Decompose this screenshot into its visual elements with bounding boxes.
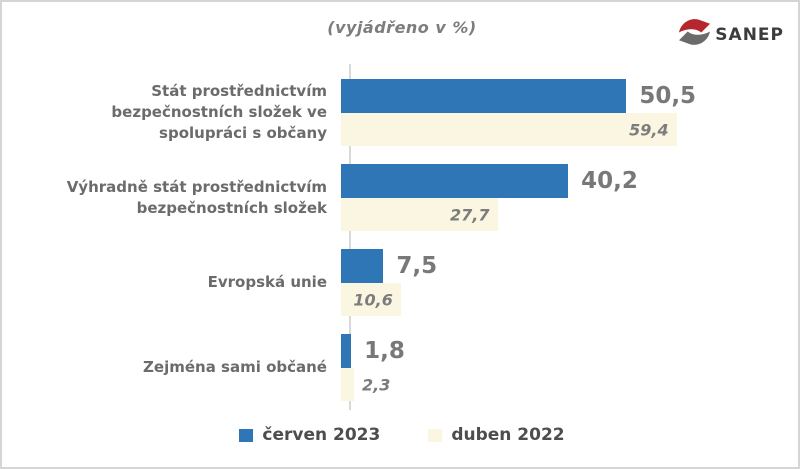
bar-duben-2022 bbox=[341, 283, 401, 316]
sanep-logo: SANEP bbox=[678, 17, 784, 52]
bar-group-row: Zejména sami občané 1,8 2,3 bbox=[2, 334, 788, 401]
sanep-logo-text: SANEP bbox=[715, 24, 784, 45]
bar-group-row: Výhradně stát prostřednictvím bezpečnost… bbox=[2, 164, 788, 231]
value-label: 7,5 bbox=[396, 253, 438, 279]
legend-item-cerven-2023: červen 2023 bbox=[239, 425, 380, 445]
legend-swatch-cerven-2023 bbox=[239, 428, 254, 442]
sanep-swirl-icon bbox=[678, 17, 711, 52]
bar-duben-2022 bbox=[341, 113, 677, 146]
category-label: Evropská unie bbox=[207, 273, 327, 291]
bar-group-row: Evropská unie 7,5 10,6 bbox=[2, 249, 788, 316]
legend-label: červen 2023 bbox=[262, 425, 381, 445]
bar-group-row: Stát prostřednictvím bezpečnostních slož… bbox=[2, 79, 788, 146]
category-label: Zejména sami občané bbox=[143, 358, 327, 376]
bar-cerven-2023 bbox=[341, 164, 569, 198]
category-axis-line bbox=[349, 64, 351, 410]
bar-cerven-2023 bbox=[341, 79, 627, 113]
chart-title: (vyjádřeno v %) bbox=[327, 18, 477, 37]
value-label: 10,6 bbox=[353, 290, 393, 309]
category-label: Výhradně stát prostřednictvím bezpečnost… bbox=[66, 177, 327, 217]
value-label: 1,8 bbox=[364, 338, 405, 364]
plot-area: Stát prostřednictvím bezpečnostních slož… bbox=[2, 79, 788, 419]
value-label: 40,2 bbox=[581, 168, 638, 194]
bar-duben-2022 bbox=[341, 198, 498, 231]
value-label: 27,7 bbox=[450, 205, 490, 224]
legend-swatch-duben-2022 bbox=[428, 428, 443, 442]
bar-cerven-2023 bbox=[341, 334, 352, 368]
bar-cerven-2023 bbox=[341, 249, 384, 283]
legend: červen 2023 duben 2022 bbox=[2, 425, 798, 445]
category-label: Stát prostřednictvím bezpečnostních slož… bbox=[111, 82, 327, 142]
value-label: 59,4 bbox=[629, 120, 669, 139]
legend-item-duben-2022: duben 2022 bbox=[428, 425, 565, 445]
value-label: 2,3 bbox=[361, 375, 391, 394]
legend-label: duben 2022 bbox=[451, 425, 565, 445]
value-label: 50,5 bbox=[639, 83, 697, 109]
bar-duben-2022 bbox=[341, 368, 354, 401]
